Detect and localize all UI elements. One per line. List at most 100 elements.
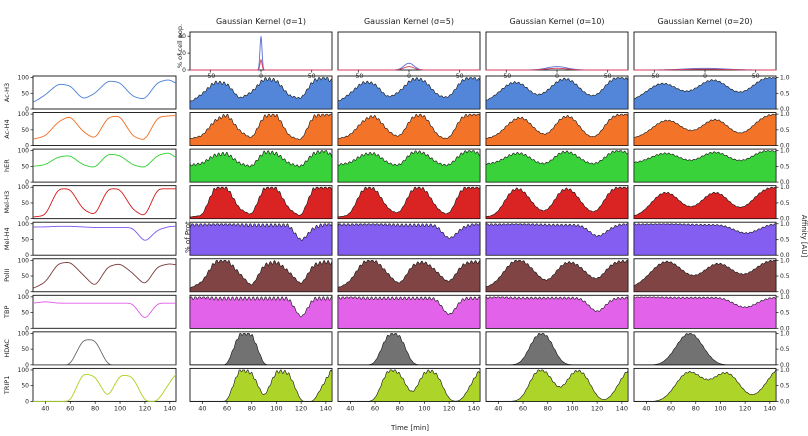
protein-panel-frame <box>32 75 177 110</box>
affinity-y-tick-label: 1.0 <box>780 75 790 82</box>
protein-y-tick-label: 50 <box>21 90 29 97</box>
row-label: hER <box>3 159 11 172</box>
protein-line <box>33 339 176 366</box>
affinity-y-tick-label: 1.0 <box>780 221 790 228</box>
protein-panel-frame <box>32 367 177 402</box>
protein-y-tick-label: 100 <box>18 294 30 301</box>
protein-panel-frame <box>32 112 177 147</box>
protein-y-tick-label: 50 <box>21 127 29 134</box>
kernel-curve <box>190 58 332 71</box>
affinity-area <box>633 113 777 146</box>
affinity-x-tick-label: 120 <box>443 404 455 412</box>
protein-x-tick-label: 60 <box>66 404 74 412</box>
affinity-x-tick-label: 80 <box>396 404 404 412</box>
protein-y-tick-label: 0 <box>25 325 29 332</box>
kernel-x-tick-label: -50 <box>353 73 363 80</box>
kernel-x-tick-label: 50 <box>456 73 464 80</box>
protein-panel-frame <box>32 258 177 293</box>
protein-y-tick-label: 0 <box>25 179 29 186</box>
affinity-y-tick-label: 1.0 <box>780 111 790 118</box>
affinity-y-tick-label: 0.0 <box>780 216 790 223</box>
protein-panel-frame <box>32 185 177 220</box>
kernel-curve <box>338 66 480 71</box>
column-title: Gaussian Kernel (σ=5) <box>364 17 454 26</box>
kernel-x-tick-label: -50 <box>501 73 511 80</box>
affinity-x-tick-label: 80 <box>692 404 700 412</box>
row-label: HDAC <box>3 339 11 358</box>
affinity-y-tick-label: 0.0 <box>780 398 790 405</box>
affinity-area <box>634 369 777 402</box>
affinity-area <box>189 186 333 219</box>
affinity-area <box>190 369 333 402</box>
affinity-y-tick-label: 1.0 <box>780 257 790 264</box>
kernel-y-tick-label: 40 <box>178 33 186 40</box>
affinity-y-tick-label: 0.0 <box>780 252 790 259</box>
protein-y-tick-label: 100 <box>18 111 30 118</box>
affinity-area <box>190 333 332 366</box>
protein-y-tick-label: 0 <box>25 143 29 150</box>
kernel-panel-frame <box>633 31 777 71</box>
protein-y-tick-label: 100 <box>18 330 30 337</box>
protein-line <box>32 152 177 168</box>
affinity-y-tick-label: 1.0 <box>780 294 790 301</box>
affinity-area-panels: 0.00.51.00.00.51.00.00.51.00.00.51.00.00… <box>189 75 790 412</box>
affinity-area <box>189 223 333 256</box>
affinity-area <box>337 186 481 219</box>
protein-line <box>32 115 177 140</box>
affinity-area <box>486 369 629 402</box>
affinity-area <box>189 296 333 329</box>
affinity-x-tick-label: 120 <box>591 404 603 412</box>
column-titles: Gaussian Kernel (σ=1) Gaussian Kernel (σ=… <box>216 17 753 26</box>
affinity-area <box>633 260 777 293</box>
affinity-area <box>485 77 629 110</box>
affinity-x-tick-label: 40 <box>494 404 502 412</box>
affinity-x-tick-label: 100 <box>418 404 430 412</box>
affinity-x-tick-label: 120 <box>295 404 307 412</box>
row-label: Mel-H4 <box>3 227 11 250</box>
affinity-x-tick-label: 60 <box>667 404 675 412</box>
protein-y-tick-label: 50 <box>21 200 29 207</box>
kernel-curve <box>190 36 332 71</box>
affinity-area <box>337 223 481 256</box>
kernel-panels: -50 0 50 0 20 40 -50 0 50 -50 0 50 -50 0 50 <box>178 31 777 80</box>
affinity-x-tick-label: 80 <box>248 404 256 412</box>
row-label: Ac-H4 <box>3 119 11 138</box>
affinity-x-tick-label: 140 <box>764 404 776 412</box>
affinity-area <box>485 150 629 183</box>
affinity-y-tick-label: 0.0 <box>780 289 790 296</box>
row-label: PolII <box>3 269 11 282</box>
affinity-x-tick-label: 40 <box>642 404 650 412</box>
affinity-y-tick-label: 0.5 <box>780 236 790 243</box>
affinity-y-tick-label: 0.5 <box>780 127 790 134</box>
affinity-area <box>337 150 481 183</box>
affinity-x-tick-label: 120 <box>739 404 751 412</box>
protein-y-tick-label: 0 <box>25 216 29 223</box>
protein-line <box>32 262 177 289</box>
affinity-y-tick-label: 1.0 <box>780 330 790 337</box>
affinity-area <box>633 223 777 256</box>
protein-y-tick-label: 0 <box>25 106 29 113</box>
affinity-x-tick-label: 60 <box>371 404 379 412</box>
kernel-x-tick-label: 0 <box>259 73 263 80</box>
affinity-x-tick-label: 60 <box>223 404 231 412</box>
affinity-area <box>337 77 481 110</box>
affinity-area <box>486 333 628 366</box>
kernel-curve <box>486 67 628 71</box>
kernel-x-tick-label: 50 <box>308 73 316 80</box>
protein-y-tick-label: 50 <box>21 163 29 170</box>
protein-panel-frame <box>32 148 177 183</box>
protein-line-panels: Ac-H3 0 50 100 Ac-H4 0 50 100 hER 0 50 100 Mel-H3 0 50… <box>3 75 177 412</box>
kernel-y-tick-label: 0 <box>182 67 186 74</box>
affinity-x-tick-label: 140 <box>468 404 480 412</box>
row-label: Ac-H3 <box>3 83 11 102</box>
affinity-area <box>338 369 481 402</box>
affinity-area <box>633 296 777 329</box>
kernel-x-tick-label: 0 <box>555 73 559 80</box>
affinity-x-tick-label: 140 <box>616 404 628 412</box>
affinity-area <box>337 296 481 329</box>
row-label: Mel-H3 <box>3 191 11 214</box>
protein-x-tick-label: 40 <box>41 404 49 412</box>
axis-labels: % of Prot. Affinity [AU] Time [min] % of… <box>176 24 808 432</box>
affinity-y-tick-label: 0.0 <box>780 106 790 113</box>
column-title: Gaussian Kernel (σ=10) <box>509 17 604 26</box>
